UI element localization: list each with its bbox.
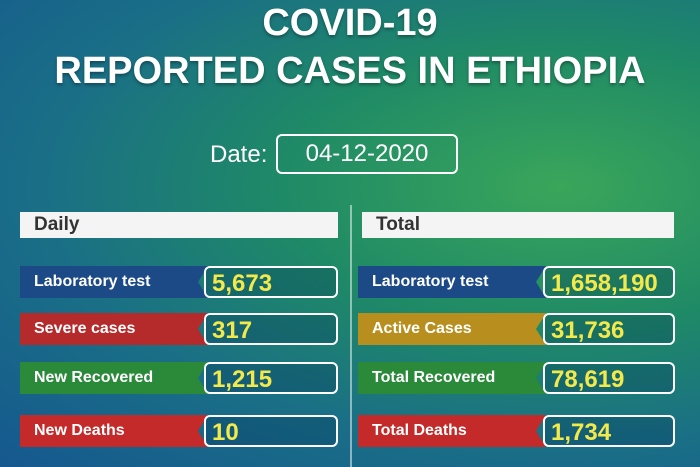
row-label: Severe cases — [20, 313, 208, 345]
title: COVID-19 — [262, 2, 438, 44]
date-label: Date: — [210, 141, 268, 168]
row-value: 1,215 — [204, 362, 338, 394]
row-label: Total Recovered — [358, 362, 546, 394]
divider — [350, 205, 352, 467]
title: REPORTED CASES IN ETHIOPIA — [54, 50, 646, 92]
row-value: 1,734 — [543, 415, 675, 447]
row-label: Total Deaths — [358, 415, 546, 447]
row-label: New Recovered — [20, 362, 208, 394]
date-value: 04-12-2020 — [276, 134, 458, 174]
row-label: Laboratory test — [20, 266, 208, 298]
section-header: Daily — [20, 212, 338, 238]
row-label: Laboratory test — [358, 266, 546, 298]
row-label: Active Cases — [358, 313, 546, 345]
row-value: 78,619 — [543, 362, 675, 394]
row-value: 317 — [204, 313, 338, 345]
row-label: New Deaths — [20, 415, 208, 447]
row-value: 31,736 — [543, 313, 675, 345]
row-value: 5,673 — [204, 266, 338, 298]
row-value: 10 — [204, 415, 338, 447]
section-header: Total — [362, 212, 674, 238]
row-value: 1,658,190 — [543, 266, 675, 298]
